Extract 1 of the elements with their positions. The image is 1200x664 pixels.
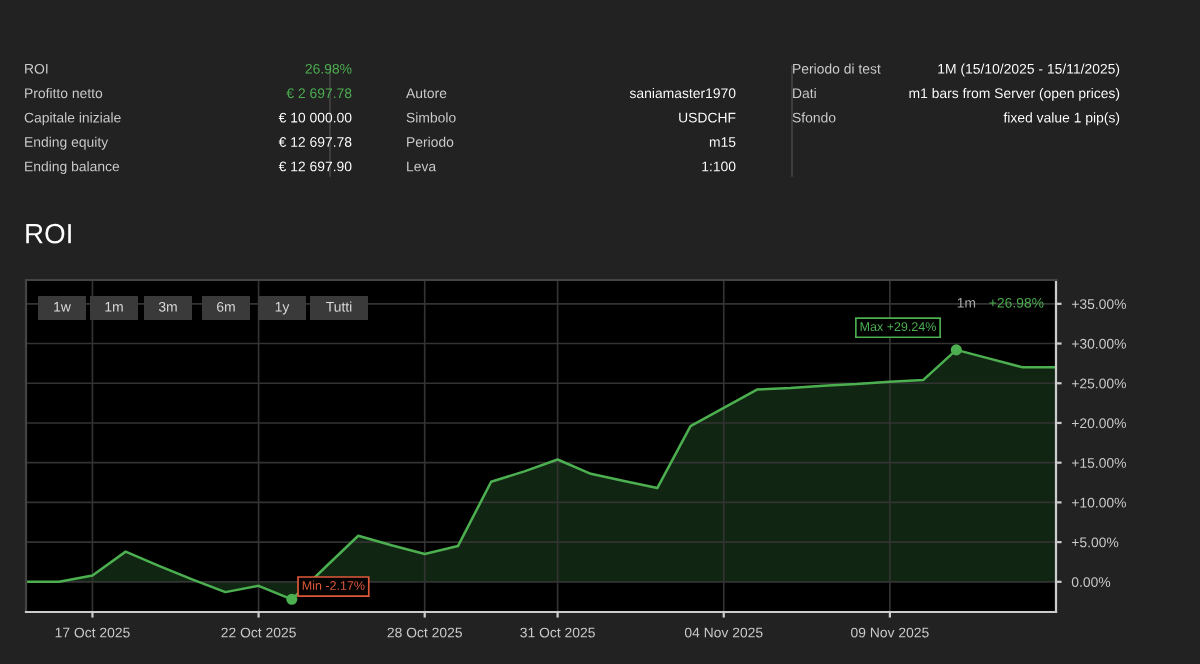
chart-title: ROI: [26, 223, 71, 244]
